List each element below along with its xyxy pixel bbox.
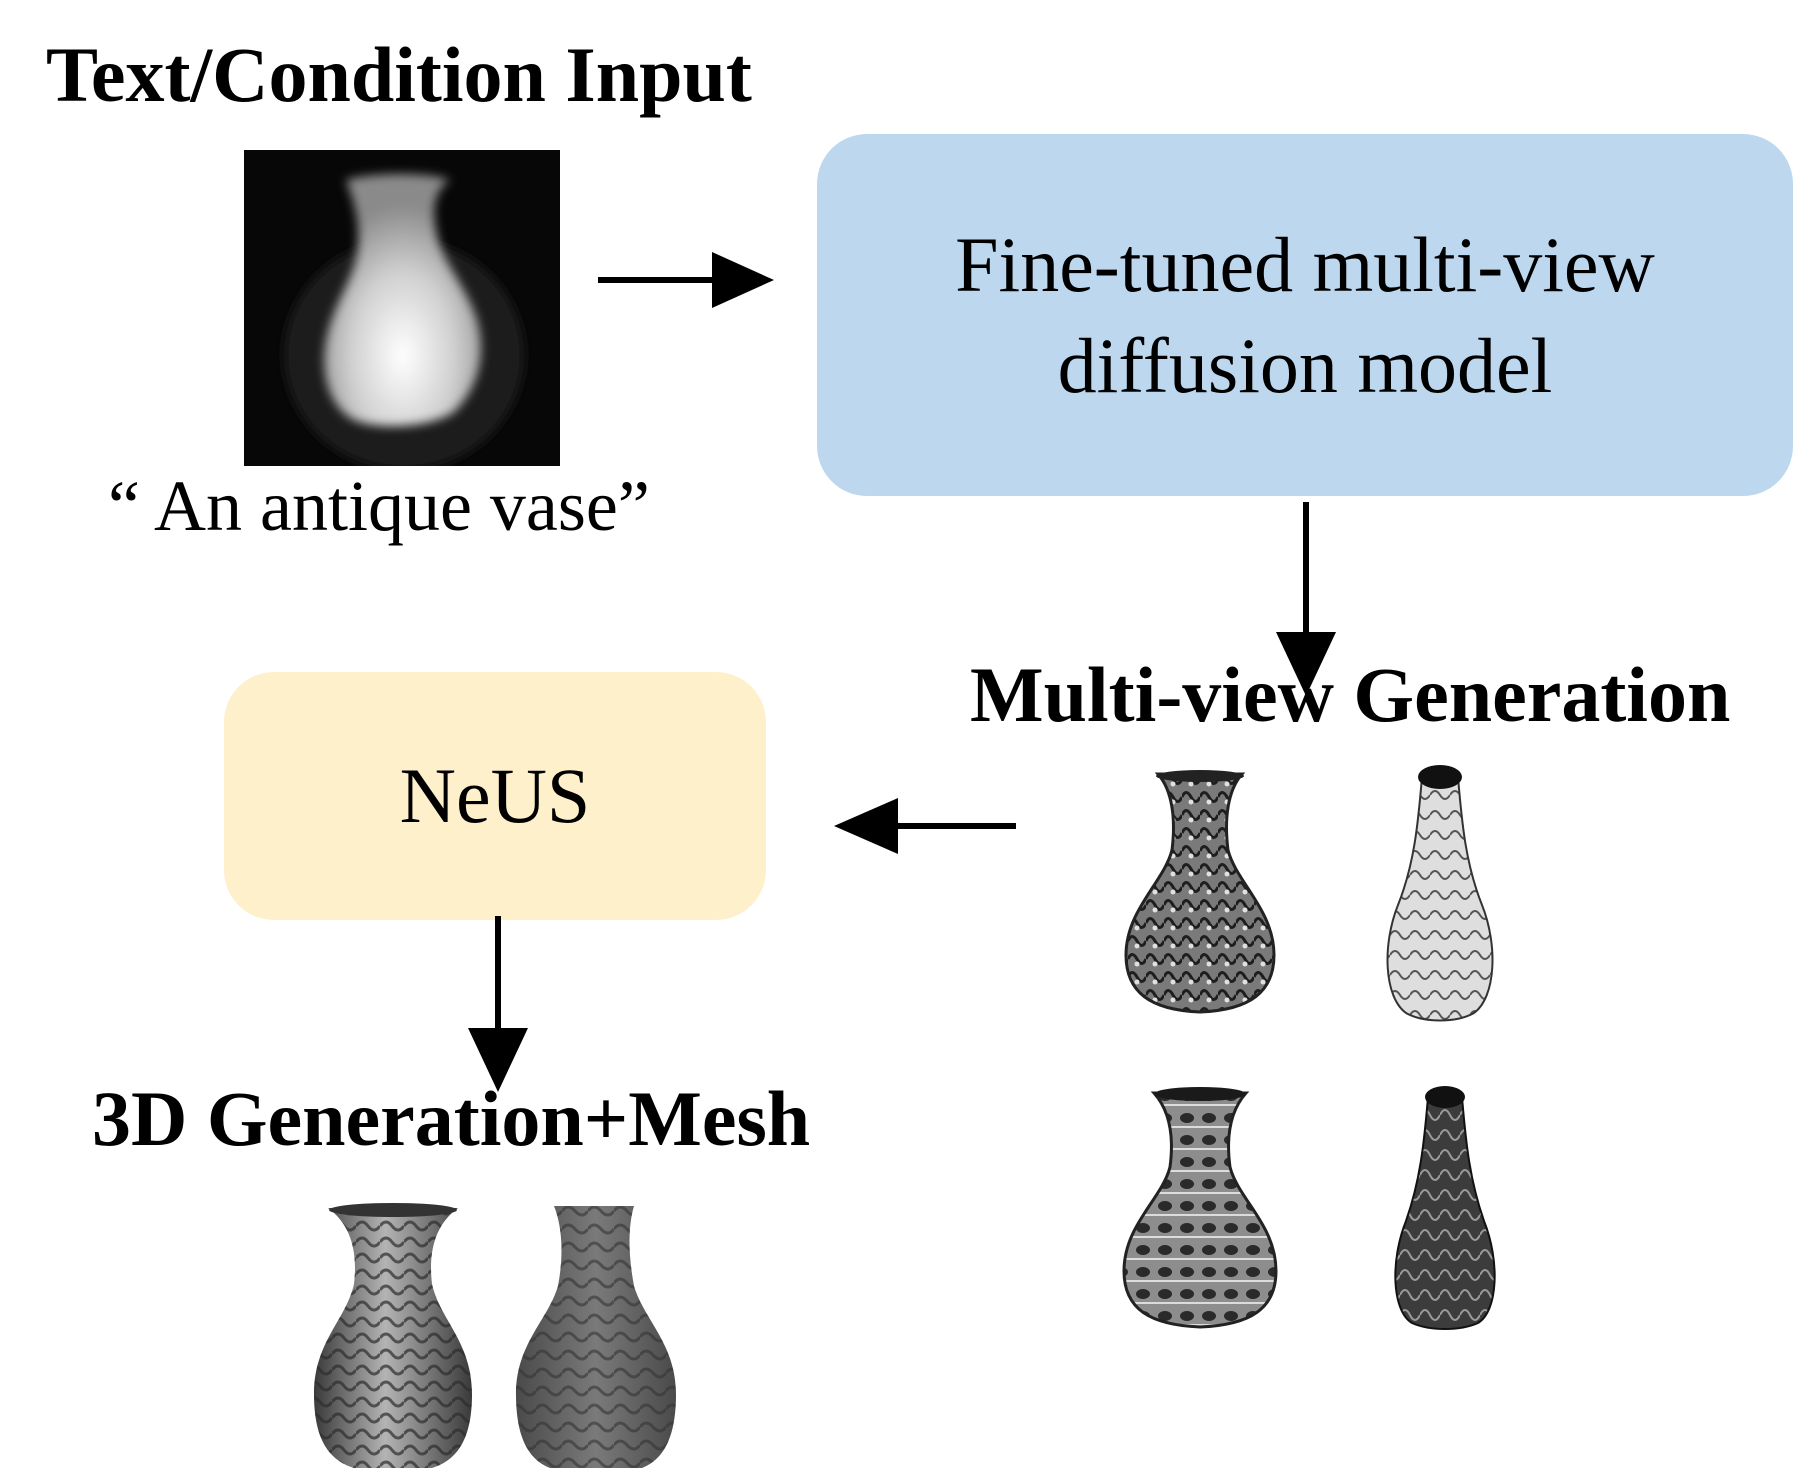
diffusion-model-box: Fine-tuned multi-view diffusion model [817,134,1793,496]
output-mesh-vase [510,1202,682,1472]
neus-box: NeUS [224,672,766,920]
output-title: 3D Generation+Mesh [92,1075,811,1162]
depth-condition-image [244,150,560,466]
multiview-vase-image [1370,765,1510,1030]
arrow-input-to-diffusion [596,248,776,312]
arrow-multiview-to-neus [832,794,1018,858]
prompt-caption: “ An antique vase” [108,466,650,546]
diffusion-label-line2: diffusion model [1057,322,1553,409]
multiview-vase-image [1380,1085,1510,1335]
multiview-vase-image [1110,770,1290,1020]
output-textured-vase [308,1202,478,1472]
arrow-neus-to-output [464,916,532,1094]
neus-label: NeUS [399,752,591,840]
input-title: Text/Condition Input [46,31,752,118]
multiview-title: Multi-view Generation [970,651,1731,738]
diffusion-label-line1: Fine-tuned multi-view [955,220,1655,308]
arrow-diffusion-to-multiview [1272,502,1340,698]
multiview-vase-image [1110,1085,1290,1335]
